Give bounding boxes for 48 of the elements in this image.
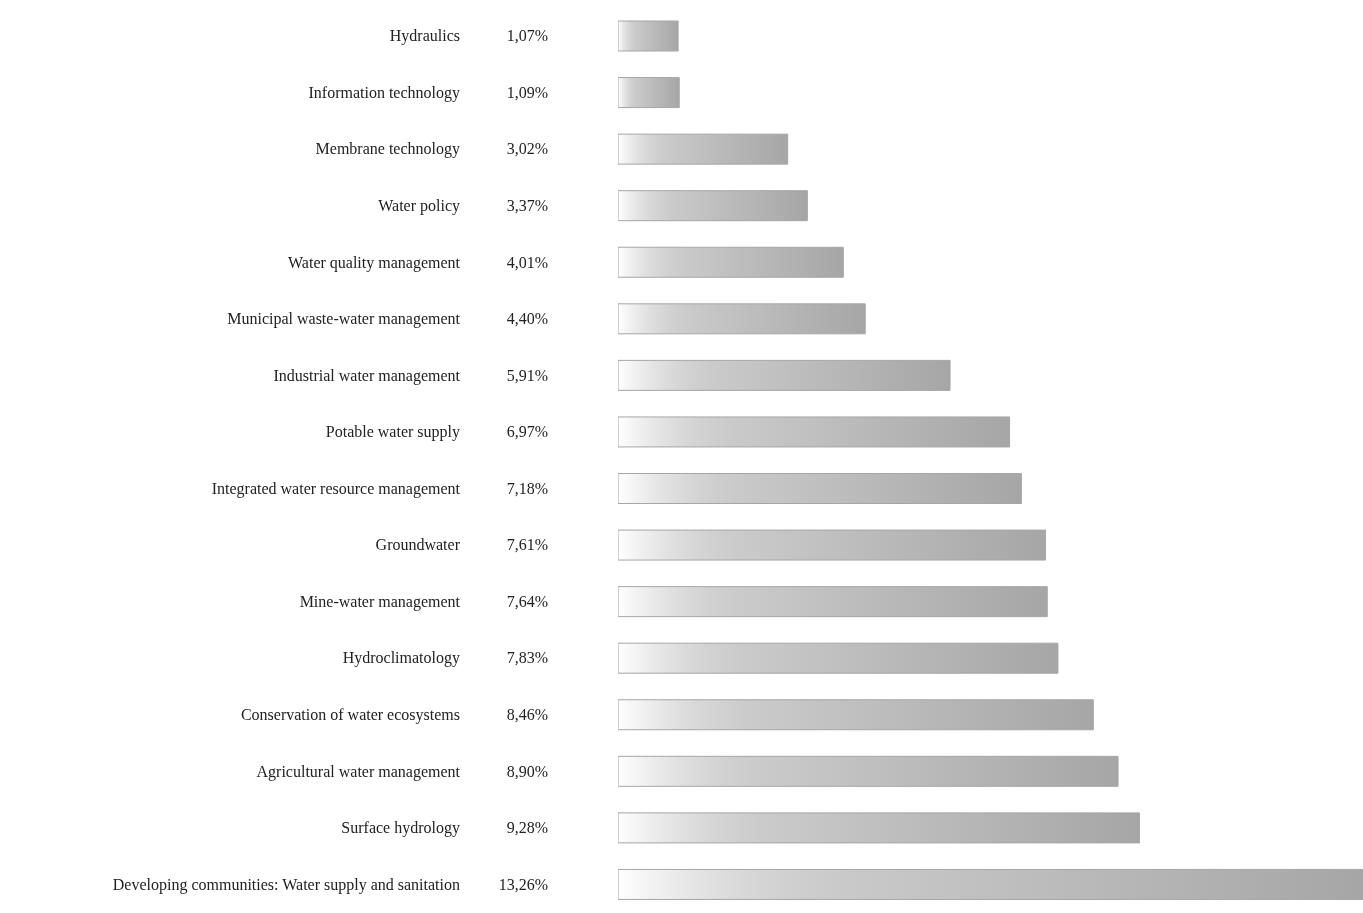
data-label: 7,18% bbox=[506, 479, 548, 497]
data-label: 7,64% bbox=[506, 592, 548, 610]
bar bbox=[618, 190, 808, 222]
y-tick-label: Potable water supply bbox=[325, 423, 460, 442]
bar bbox=[618, 133, 789, 165]
bar bbox=[618, 20, 679, 52]
y-tick-label: Groundwater bbox=[375, 536, 461, 554]
bar bbox=[618, 416, 1011, 448]
bar bbox=[618, 586, 1048, 618]
bar bbox=[618, 812, 1140, 844]
data-label: 1,07% bbox=[506, 27, 548, 45]
data-label: 4,01% bbox=[506, 253, 548, 271]
data-label: 3,02% bbox=[506, 140, 548, 158]
data-label: 8,90% bbox=[506, 762, 548, 780]
bar bbox=[618, 303, 866, 335]
y-tick-label: Hydroclimatology bbox=[342, 649, 460, 668]
data-label: 9,28% bbox=[506, 819, 548, 837]
bar bbox=[618, 359, 951, 391]
data-label: 13,26% bbox=[498, 875, 548, 893]
y-tick-label: Agricultural water management bbox=[256, 762, 461, 781]
y-tick-label: Water policy bbox=[378, 196, 460, 215]
data-label: 7,83% bbox=[506, 649, 548, 667]
bar bbox=[618, 868, 1363, 900]
data-label: 5,91% bbox=[506, 366, 548, 384]
data-label: 3,37% bbox=[506, 196, 548, 214]
bar bbox=[618, 699, 1094, 731]
bar bbox=[618, 473, 1022, 504]
bar bbox=[618, 246, 844, 278]
y-tick-label: Hydraulics bbox=[389, 27, 460, 46]
y-tick-label: Integrated water resource management bbox=[211, 479, 461, 498]
y-tick-label: Water quality management bbox=[288, 253, 461, 272]
y-tick-label: Surface hydrology bbox=[341, 819, 460, 838]
bar bbox=[618, 77, 680, 109]
data-label: 7,61% bbox=[506, 536, 548, 554]
data-label: 1,09% bbox=[506, 83, 548, 101]
y-tick-label: Industrial water management bbox=[273, 366, 461, 385]
y-tick-label: Developing communities: Water supply and sanitation bbox=[112, 875, 460, 894]
y-tick-label: Municipal waste-water management bbox=[227, 310, 461, 329]
y-tick-label: Information technology bbox=[308, 83, 460, 102]
bar bbox=[618, 642, 1059, 674]
bar bbox=[618, 529, 1047, 561]
data-label: 6,97% bbox=[506, 423, 548, 441]
data-label: 8,46% bbox=[506, 706, 548, 724]
y-tick-label: Membrane technology bbox=[315, 140, 460, 159]
y-tick-label: Mine-water management bbox=[299, 592, 461, 611]
y-tick-label: Conservation of water ecosystems bbox=[240, 706, 460, 725]
data-label: 4,40% bbox=[506, 310, 548, 328]
bar bbox=[618, 755, 1119, 787]
